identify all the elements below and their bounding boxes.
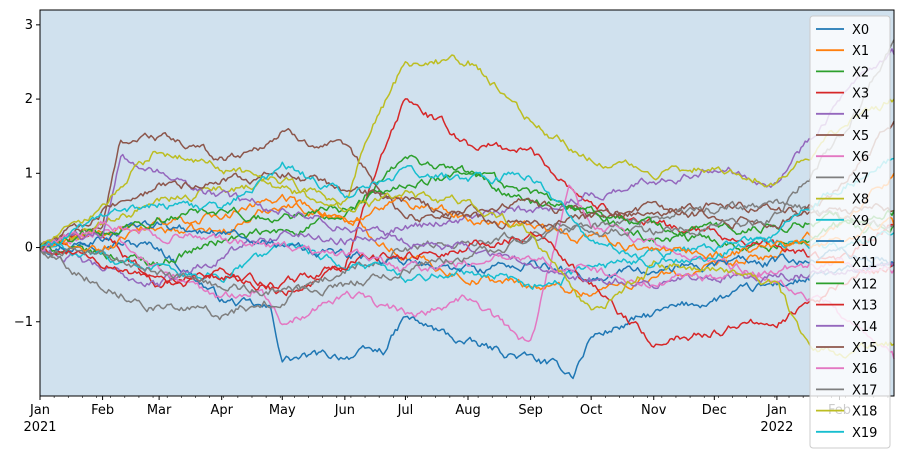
series-line-x9 bbox=[39, 230, 895, 290]
x-tick-label: May bbox=[269, 403, 296, 418]
series-line-x2 bbox=[39, 154, 895, 267]
legend-label-x17: X17 bbox=[852, 383, 877, 398]
legend-label-x14: X14 bbox=[852, 320, 877, 335]
legend-label-x2: X2 bbox=[852, 65, 869, 80]
legend-label-x15: X15 bbox=[852, 341, 877, 356]
legend-label-x10: X10 bbox=[852, 235, 877, 250]
plot-background bbox=[40, 10, 894, 396]
x-tick-label: Oct bbox=[580, 403, 602, 418]
x-tick-label: Jan bbox=[766, 403, 787, 418]
series-line-x14 bbox=[39, 153, 895, 290]
legend-label-x0: X0 bbox=[852, 23, 869, 38]
legend-label-x6: X6 bbox=[852, 150, 869, 165]
legend-label-x8: X8 bbox=[852, 193, 869, 208]
series-line-x12 bbox=[39, 170, 895, 248]
legend-label-x19: X19 bbox=[852, 426, 877, 441]
series-line-x15 bbox=[39, 120, 895, 251]
legend-label-x18: X18 bbox=[852, 405, 877, 420]
series-line-x11 bbox=[39, 193, 895, 260]
series-line-x13 bbox=[39, 231, 895, 348]
y-axis: −1 0 1 2 3 bbox=[14, 18, 40, 330]
legend-label-x5: X5 bbox=[852, 129, 869, 144]
x-tick-label: Aug bbox=[455, 403, 480, 418]
legend-label-x9: X9 bbox=[852, 214, 869, 229]
series-line-x8 bbox=[39, 54, 895, 250]
y-tick-label: 1 bbox=[25, 166, 33, 181]
x-tick-label: Apr bbox=[210, 403, 233, 418]
series-line-x18 bbox=[39, 150, 895, 359]
legend-box bbox=[809, 15, 891, 449]
x-tick-label: Nov bbox=[641, 403, 667, 418]
x-tick-label: Jul bbox=[397, 403, 414, 418]
x-tick-year-label: 2021 bbox=[23, 420, 56, 435]
y-tick-label: 0 bbox=[25, 241, 33, 256]
legend-label-x11: X11 bbox=[852, 256, 877, 271]
x-axis: Jan 2021 Feb Mar Apr May Jun Jul Aug Sep Oct Nov Dec… bbox=[23, 396, 889, 435]
x-tick-year-label: 2022 bbox=[760, 420, 793, 435]
series-line-x19 bbox=[39, 157, 895, 269]
x-tick-label: Jun bbox=[334, 403, 355, 418]
series-line-x17 bbox=[39, 39, 895, 297]
series-layer bbox=[39, 39, 895, 380]
legend: X0 X1 X2 X3 X4 X5 X6 X7 X8 X9 X10 X11 X12 X13 X14 X15 X1… bbox=[809, 15, 891, 449]
plot-frame bbox=[39, 9, 895, 397]
legend-label-x4: X4 bbox=[852, 108, 869, 123]
x-tick-label: Dec bbox=[702, 403, 727, 418]
x-tick-label: Sep bbox=[518, 403, 543, 418]
x-tick-label: Feb bbox=[91, 403, 114, 418]
y-tick-label: −1 bbox=[14, 315, 33, 330]
legend-label-x1: X1 bbox=[852, 44, 869, 59]
series-line-x7 bbox=[39, 198, 895, 321]
legend-label-x3: X3 bbox=[852, 87, 869, 102]
series-line-x5 bbox=[39, 127, 895, 249]
y-tick-label: 3 bbox=[25, 18, 33, 33]
legend-label-x12: X12 bbox=[852, 277, 877, 292]
y-tick-label: 2 bbox=[25, 92, 33, 107]
x-tick-label: Mar bbox=[147, 403, 172, 418]
legend-label-x7: X7 bbox=[852, 171, 869, 186]
legend-label-x13: X13 bbox=[852, 299, 877, 314]
x-tick-label: Jan bbox=[29, 403, 50, 418]
legend-label-x16: X16 bbox=[852, 362, 877, 377]
series-line-x1 bbox=[39, 172, 895, 297]
